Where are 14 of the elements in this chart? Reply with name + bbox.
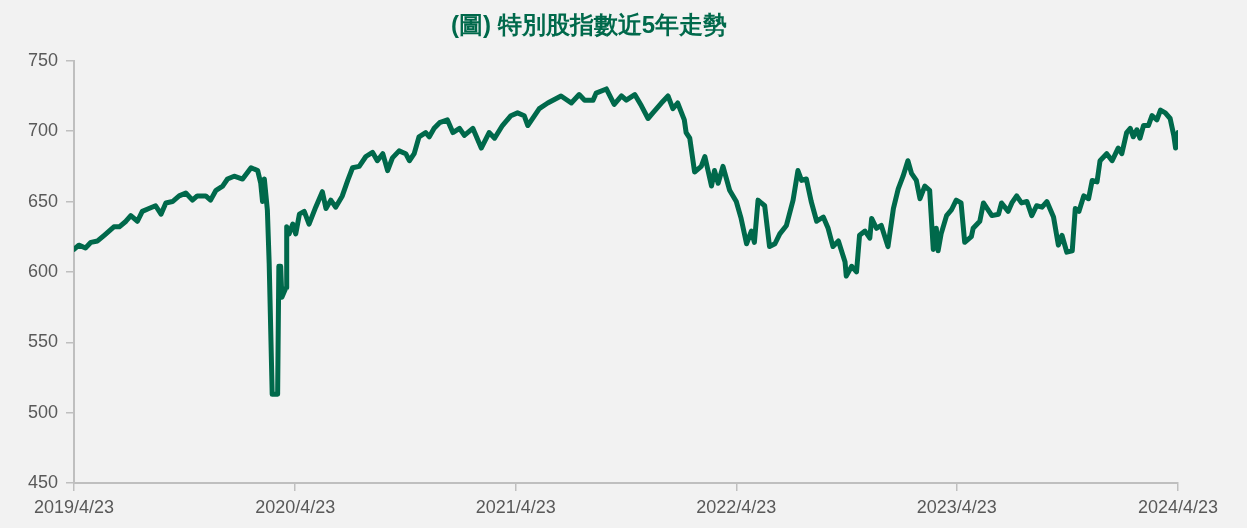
x-tick-label: 2019/4/23 bbox=[33, 496, 115, 517]
x-tick-label: 2024/4/23 bbox=[1137, 496, 1219, 517]
y-tick-label: 450 bbox=[27, 471, 58, 492]
y-tick-label: 650 bbox=[27, 190, 58, 211]
x-tick-label: 2023/4/23 bbox=[916, 496, 997, 517]
y-tick-label: 750 bbox=[27, 49, 58, 70]
x-tick-label: 2021/4/23 bbox=[475, 496, 556, 517]
y-tick-label: 700 bbox=[27, 120, 58, 141]
y-tick-label: 500 bbox=[27, 401, 58, 422]
chart-title: (圖) 特別股指數近5年走勢 bbox=[451, 11, 727, 39]
x-tick-label: 2020/4/23 bbox=[255, 496, 336, 517]
y-tick-label: 550 bbox=[27, 331, 58, 352]
y-tick-label: 600 bbox=[27, 260, 58, 281]
x-tick-label: 2022/4/23 bbox=[696, 496, 777, 517]
